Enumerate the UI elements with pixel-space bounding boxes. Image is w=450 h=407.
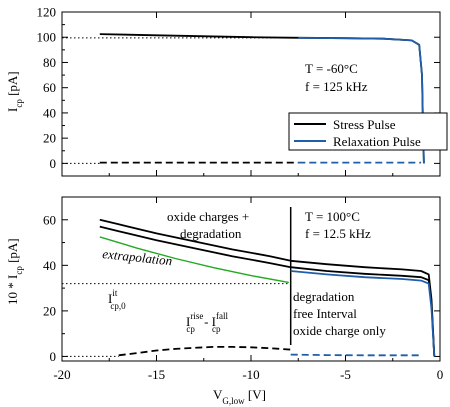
bottom-xtick-label: 0 bbox=[437, 367, 444, 382]
legend-relaxation-label: Relaxation Pulse bbox=[333, 134, 421, 149]
top-ylabel: Icp [pA] bbox=[5, 71, 24, 112]
bottom-xtick-label: -5 bbox=[340, 367, 351, 382]
annotation-frequency: f = 12.5 kHz bbox=[305, 226, 371, 241]
annotation-oxide-charges: oxide charges + bbox=[167, 209, 249, 224]
bottom-panel: -20 -15 -10 -5 0 0 20 40 60 10 * Icp [pA] VG,low… bbox=[5, 196, 443, 406]
legend-frame bbox=[288, 112, 448, 151]
top-ytick-label: 120 bbox=[37, 5, 57, 20]
bottom-ytick-label: 60 bbox=[43, 212, 56, 227]
bottom-series-stress-pulse-lower bbox=[99, 225, 436, 357]
annotation-free-interval: free Interval bbox=[293, 306, 357, 321]
top-annotation-temperature: T = -60°C bbox=[305, 61, 358, 76]
bottom-series-stress-difference bbox=[118, 345, 291, 357]
bottom-xtick-label: -15 bbox=[148, 367, 165, 382]
bottom-series bbox=[62, 218, 436, 357]
top-legend: Stress Pulse Relaxation Pulse bbox=[288, 112, 448, 151]
top-annotation-frequency: f = 125 kHz bbox=[305, 79, 368, 94]
bottom-ytick-label: 40 bbox=[43, 258, 56, 273]
top-ytick-label: 0 bbox=[50, 156, 57, 171]
bottom-series-stress-pulse-upper bbox=[99, 218, 436, 357]
bottom-ylabel: 10 * Icp [pA] bbox=[5, 238, 24, 305]
top-ytick-label: 80 bbox=[43, 55, 56, 70]
bottom-xlabel: VG,low [V] bbox=[213, 387, 266, 406]
annotation-extrapolation: extrapolation bbox=[102, 246, 173, 268]
top-ytick-label: 100 bbox=[37, 30, 57, 45]
annotation-oxide-charge-only: oxide charge only bbox=[293, 323, 386, 338]
top-panel: 0 20 40 60 80 100 120 Icp [pA] T = -60°C f = 1… bbox=[5, 5, 448, 177]
annotation-degradation: degradation bbox=[180, 226, 242, 241]
annotation-rise-minus-fall: Irise cp - Ifall cp bbox=[186, 311, 229, 334]
top-ytick-label: 20 bbox=[43, 131, 56, 146]
bottom-series-relaxation-difference bbox=[290, 353, 422, 357]
legend-stress-label: Stress Pulse bbox=[333, 117, 396, 132]
bottom-ytick-label: 20 bbox=[43, 303, 56, 318]
bottom-xtick-label: -10 bbox=[242, 367, 259, 382]
annotation-temperature: T = 100°C bbox=[305, 209, 360, 224]
bottom-xtick-label: -20 bbox=[53, 367, 70, 382]
bottom-series-relaxation-pulse bbox=[290, 270, 436, 357]
bottom-ytick-label: 0 bbox=[50, 349, 57, 364]
top-ytick-label: 40 bbox=[43, 105, 56, 120]
bottom-series-extrapolation bbox=[99, 236, 289, 284]
top-ytick-label: 60 bbox=[43, 80, 56, 95]
annotation-degradation-free: degradation bbox=[293, 289, 355, 304]
annotation-icp0-it: Iit cp,0 bbox=[108, 288, 126, 311]
bottom-ticks: -20 -15 -10 -5 0 0 20 40 60 bbox=[43, 197, 443, 382]
